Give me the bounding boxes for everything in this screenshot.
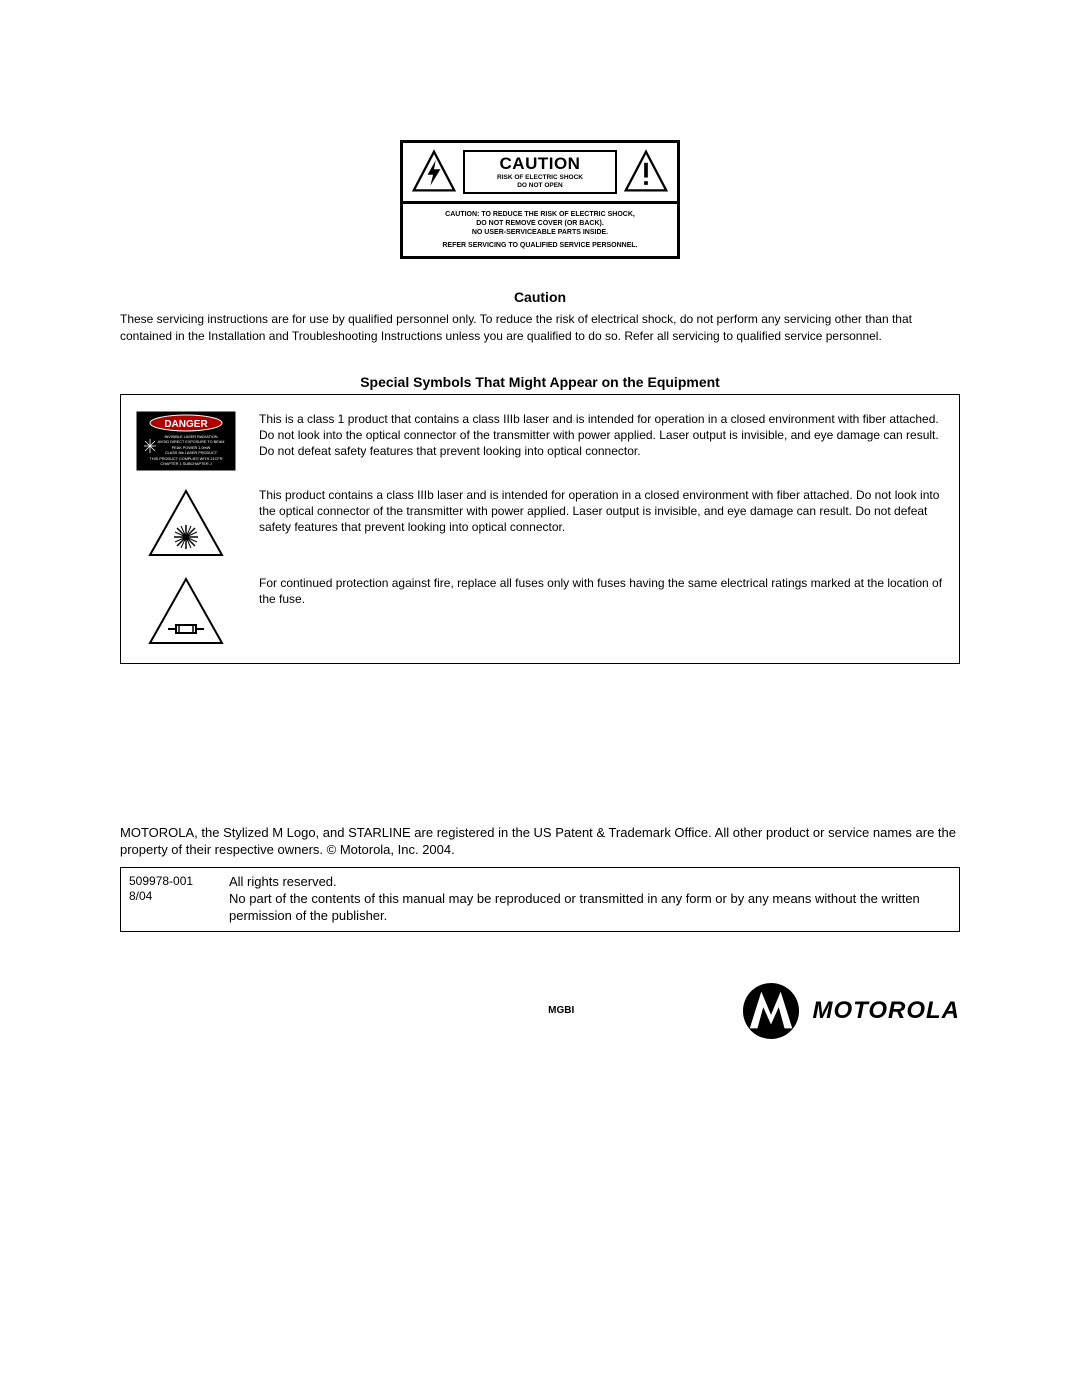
svg-text:PEAK POWER 1.0mW: PEAK POWER 1.0mW [172,446,211,450]
laser-triangle-icon [131,487,241,559]
caution-label-bottom: CAUTION: TO REDUCE THE RISK OF ELECTRIC … [403,204,677,256]
caution-bottom-line1: CAUTION: TO REDUCE THE RISK OF ELECTRIC … [409,210,671,219]
caution-label-box: CAUTION RISK OF ELECTRIC SHOCK DO NOT OP… [400,140,680,259]
footer-mgbi: MGBI [120,1005,742,1016]
svg-text:THIS PRODUCT COMPLIES WITH 21C: THIS PRODUCT COMPLIES WITH 21CFR [150,457,223,461]
caution-risk-line: RISK OF ELECTRIC SHOCK [469,174,611,182]
svg-text:CHAPTER 1 SUBCHAPTER J: CHAPTER 1 SUBCHAPTER J [160,462,211,466]
symbol-row-laser: This product contains a class IIIb laser… [131,479,949,567]
rights-docinfo: 509978-001 8/04 [129,874,209,925]
symbols-heading: Special Symbols That Might Appear on the… [120,374,960,390]
symbol-row-fuse: For continued protection against fire, r… [131,567,949,655]
rights-text: All rights reserved. No part of the cont… [229,874,951,925]
rights-box: 509978-001 8/04 All rights reserved. No … [120,867,960,932]
caution-body-text: These servicing instructions are for use… [120,311,960,343]
svg-text:CLASS IIIb LASER PRODUCT: CLASS IIIb LASER PRODUCT [165,451,218,455]
motorola-logo: MOTOROLA [742,982,960,1040]
symbol-text-1: This is a class 1 product that contains … [259,411,949,460]
danger-label-icon: DANGER INVISIBLE LASER RADIATION AVOID D… [131,411,241,471]
svg-text:AVOID DIRECT EXPOSURE TO BEAM: AVOID DIRECT EXPOSURE TO BEAM [158,440,225,444]
doc-number: 509978-001 [129,874,209,890]
caution-bottom-line4: REFER SERVICING TO QUALIFIED SERVICE PER… [409,241,671,250]
caution-label-top-row: CAUTION RISK OF ELECTRIC SHOCK DO NOT OP… [403,143,677,204]
lightning-triangle-icon [411,149,457,195]
motorola-m-icon [742,982,800,1040]
rights-line1: All rights reserved. [229,874,951,891]
caution-heading: Caution [120,289,960,305]
svg-text:INVISIBLE LASER RADIATION: INVISIBLE LASER RADIATION [164,435,217,439]
symbol-row-danger: DANGER INVISIBLE LASER RADIATION AVOID D… [131,403,949,479]
rights-line2: No part of the contents of this manual m… [229,891,951,925]
symbol-text-3: For continued protection against fire, r… [259,575,949,607]
caution-bottom-line2: DO NOT REMOVE COVER (OR BACK). [409,219,671,228]
caution-center-panel: CAUTION RISK OF ELECTRIC SHOCK DO NOT OP… [463,150,617,194]
symbols-table: DANGER INVISIBLE LASER RADIATION AVOID D… [120,394,960,664]
caution-title: CAUTION [469,154,611,174]
doc-date: 8/04 [129,889,209,905]
caution-donotopen: DO NOT OPEN [469,182,611,190]
exclamation-triangle-icon [623,149,669,195]
trademark-text: MOTOROLA, the Stylized M Logo, and STARL… [120,824,960,859]
fuse-triangle-icon [131,575,241,647]
motorola-brand-text: MOTOROLA [812,997,960,1025]
page-footer: MGBI MOTOROLA [120,982,960,1040]
symbol-text-2: This product contains a class IIIb laser… [259,487,949,536]
svg-text:DANGER: DANGER [164,419,208,430]
page: CAUTION RISK OF ELECTRIC SHOCK DO NOT OP… [0,0,1080,1100]
caution-bottom-line3: NO USER-SERVICEABLE PARTS INSIDE. [409,228,671,237]
